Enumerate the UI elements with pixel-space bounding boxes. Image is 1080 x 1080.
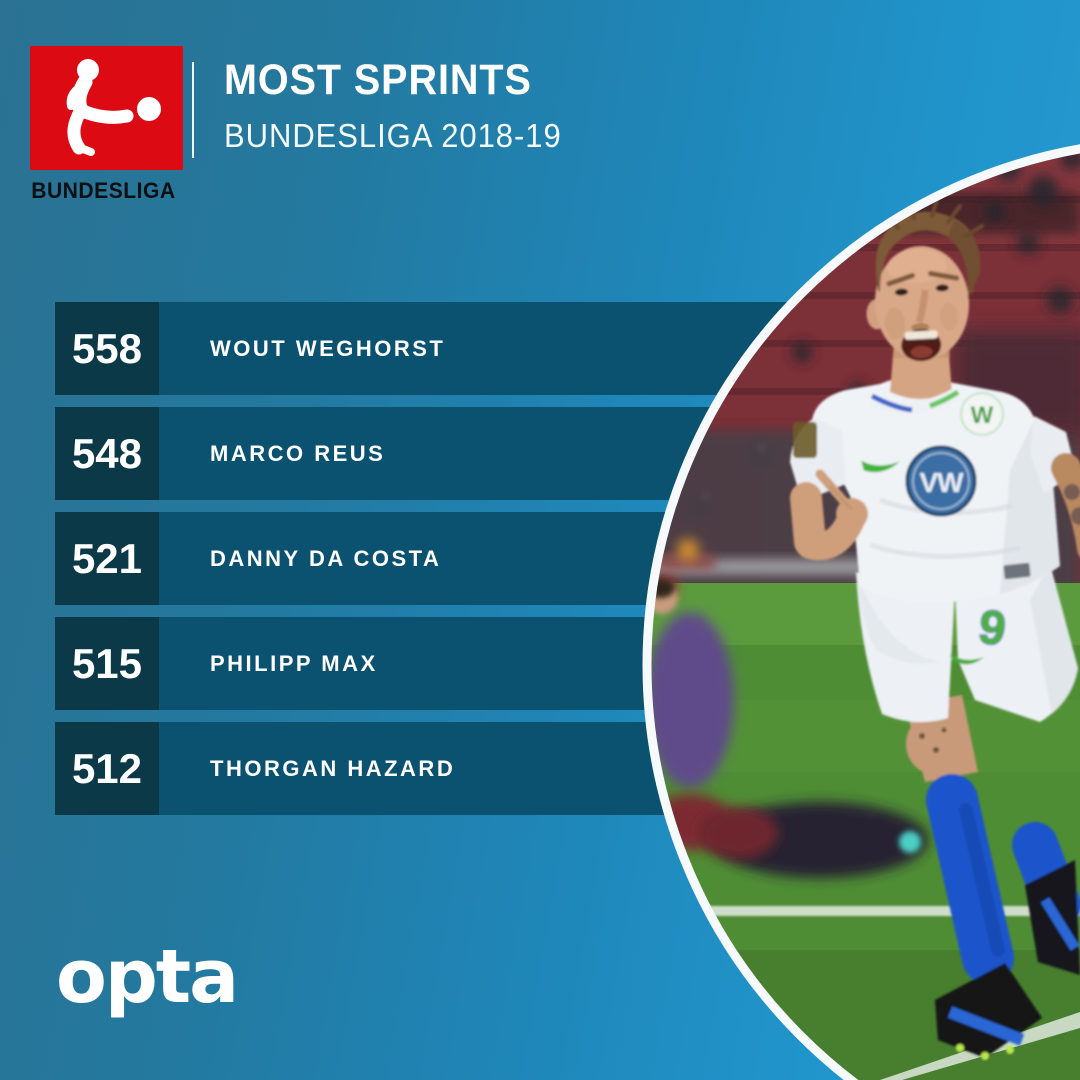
row-bar: WOUT WEGHORST	[159, 302, 960, 395]
row-value: 558	[55, 302, 159, 395]
row-player: PHILIPP MAX	[210, 650, 378, 676]
row-value: 515	[55, 617, 159, 710]
row-player: DANNY DA COSTA	[210, 545, 442, 571]
bundesliga-logo: BUNDESLIGA	[30, 46, 183, 204]
row-player: WOUT WEGHORST	[210, 335, 446, 361]
list-item: 512 THORGAN HAZARD	[55, 722, 960, 815]
row-value: 512	[55, 722, 159, 815]
bundesliga-logo-icon	[30, 46, 183, 170]
row-bar: DANNY DA COSTA	[159, 512, 960, 605]
wolfsburg-badge-letter: W	[971, 402, 994, 429]
header-divider	[192, 62, 194, 158]
header-titles: MOST SPRINTS BUNDESLIGA 2018-19	[224, 56, 583, 155]
page-subtitle: BUNDESLIGA 2018-19	[224, 117, 562, 155]
list-item: 548 MARCO REUS	[55, 407, 960, 500]
list-item: 515 PHILIPP MAX	[55, 617, 960, 710]
row-bar: MARCO REUS	[159, 407, 960, 500]
page-title: MOST SPRINTS	[224, 56, 532, 104]
row-value: 521	[55, 512, 159, 605]
row-player: THORGAN HAZARD	[210, 755, 456, 781]
photo-ring	[642, 144, 1080, 1080]
row-player: MARCO REUS	[210, 440, 386, 466]
list-item: 521 DANNY DA COSTA	[55, 512, 960, 605]
opta-logo: opta	[56, 934, 239, 1020]
row-bar: PHILIPP MAX	[159, 617, 960, 710]
row-bar: THORGAN HAZARD	[159, 722, 960, 815]
bundesliga-wordmark: BUNDESLIGA	[31, 178, 176, 203]
shorts-number: 9	[975, 600, 1009, 656]
list-item: 558 WOUT WEGHORST	[55, 302, 960, 395]
row-value: 548	[55, 407, 159, 500]
